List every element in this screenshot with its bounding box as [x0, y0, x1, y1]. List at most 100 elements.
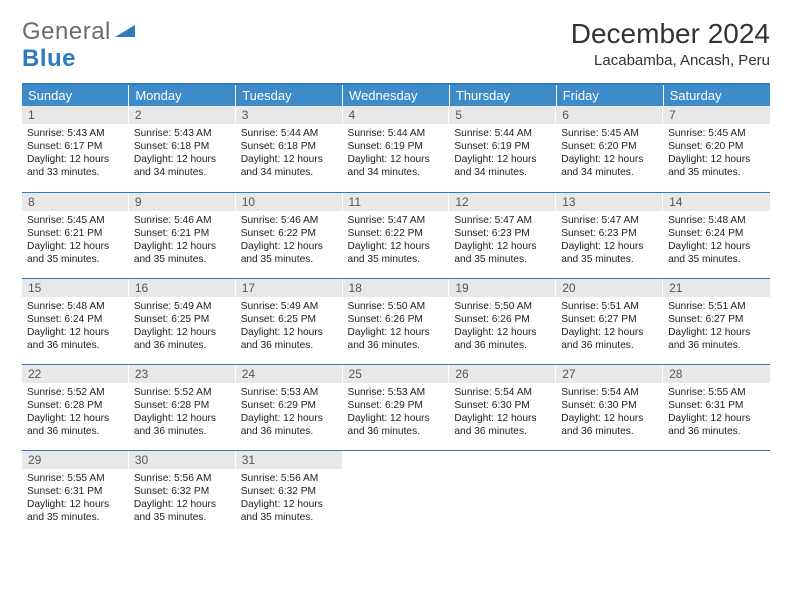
day-number: 21 — [663, 279, 770, 297]
day-details: Sunrise: 5:52 AMSunset: 6:28 PMDaylight:… — [129, 383, 236, 442]
day-number: 3 — [236, 106, 343, 124]
page-title: December 2024 — [571, 18, 770, 50]
calendar-cell: 11Sunrise: 5:47 AMSunset: 6:22 PMDayligh… — [343, 192, 450, 278]
day-number: 10 — [236, 193, 343, 211]
sunrise-label: Sunrise: — [348, 128, 385, 139]
sunrise-label: Sunrise: — [27, 128, 64, 139]
daylight-label: Daylight: — [561, 327, 601, 338]
weekday-header-row: Sunday Monday Tuesday Wednesday Thursday… — [22, 85, 770, 106]
calendar-cell: 26Sunrise: 5:54 AMSunset: 6:30 PMDayligh… — [449, 364, 556, 450]
sunset-label: Sunset: — [668, 141, 703, 152]
daylight-label: Daylight: — [241, 154, 281, 165]
calendar-cell: 28Sunrise: 5:55 AMSunset: 6:31 PMDayligh… — [663, 364, 770, 450]
sunset-value: 6:32 PM — [278, 486, 316, 497]
sunset-value: 6:18 PM — [171, 141, 209, 152]
day-details: Sunrise: 5:49 AMSunset: 6:25 PMDaylight:… — [129, 297, 236, 356]
day-details: Sunrise: 5:51 AMSunset: 6:27 PMDaylight:… — [663, 297, 770, 356]
weekday-wednesday: Wednesday — [343, 85, 450, 106]
sunrise-label: Sunrise: — [27, 387, 64, 398]
logo-text-gray: General — [22, 18, 111, 46]
day-details: Sunrise: 5:43 AMSunset: 6:18 PMDaylight:… — [129, 124, 236, 183]
sunrise-value: 5:45 AM — [708, 128, 745, 139]
title-block: December 2024 Lacabamba, Ancash, Peru — [571, 18, 770, 69]
calendar-cell: 10Sunrise: 5:46 AMSunset: 6:22 PMDayligh… — [236, 192, 343, 278]
daylight-label: Daylight: — [561, 241, 601, 252]
sunrise-label: Sunrise: — [561, 128, 598, 139]
sunrise-value: 5:49 AM — [281, 301, 318, 312]
sunrise-label: Sunrise: — [241, 387, 278, 398]
sunrise-value: 5:54 AM — [601, 387, 638, 398]
daylight-label: Daylight: — [134, 241, 174, 252]
sunset-value: 6:23 PM — [599, 228, 637, 239]
sunset-value: 6:31 PM — [705, 400, 743, 411]
sunset-label: Sunset: — [134, 314, 169, 325]
calendar-cell: 20Sunrise: 5:51 AMSunset: 6:27 PMDayligh… — [556, 278, 663, 364]
daylight-label: Daylight: — [134, 154, 174, 165]
sunset-value: 6:19 PM — [492, 141, 530, 152]
daylight-label: Daylight: — [348, 327, 388, 338]
day-number: 1 — [22, 106, 129, 124]
calendar-cell: 6Sunrise: 5:45 AMSunset: 6:20 PMDaylight… — [556, 106, 663, 192]
logo: General — [22, 18, 137, 46]
sunrise-label: Sunrise: — [561, 387, 598, 398]
sunset-value: 6:18 PM — [278, 141, 316, 152]
sunset-value: 6:17 PM — [64, 141, 102, 152]
sunrise-label: Sunrise: — [668, 301, 705, 312]
calendar-cell: 8Sunrise: 5:45 AMSunset: 6:21 PMDaylight… — [22, 192, 129, 278]
sunrise-label: Sunrise: — [561, 215, 598, 226]
calendar-cell: 3Sunrise: 5:44 AMSunset: 6:18 PMDaylight… — [236, 106, 343, 192]
daylight-label: Daylight: — [348, 241, 388, 252]
weekday-thursday: Thursday — [449, 85, 556, 106]
sunset-label: Sunset: — [241, 141, 276, 152]
sunset-label: Sunset: — [561, 314, 596, 325]
daylight-label: Daylight: — [561, 413, 601, 424]
daylight-label: Daylight: — [134, 499, 174, 510]
sunset-label: Sunset: — [27, 486, 62, 497]
daylight-label: Daylight: — [27, 154, 67, 165]
calendar-cell: 29Sunrise: 5:55 AMSunset: 6:31 PMDayligh… — [22, 450, 129, 536]
day-details: Sunrise: 5:56 AMSunset: 6:32 PMDaylight:… — [129, 469, 236, 528]
sunset-value: 6:25 PM — [278, 314, 316, 325]
calendar-cell: 13Sunrise: 5:47 AMSunset: 6:23 PMDayligh… — [556, 192, 663, 278]
sunset-label: Sunset: — [454, 228, 489, 239]
sunrise-value: 5:47 AM — [495, 215, 532, 226]
day-details: Sunrise: 5:52 AMSunset: 6:28 PMDaylight:… — [22, 383, 129, 442]
sunset-value: 6:29 PM — [278, 400, 316, 411]
logo-triangle-icon — [115, 18, 135, 46]
day-number: 17 — [236, 279, 343, 297]
calendar-cell: 22Sunrise: 5:52 AMSunset: 6:28 PMDayligh… — [22, 364, 129, 450]
calendar-cell: 30Sunrise: 5:56 AMSunset: 6:32 PMDayligh… — [129, 450, 236, 536]
calendar-cell: 2Sunrise: 5:43 AMSunset: 6:18 PMDaylight… — [129, 106, 236, 192]
sunrise-value: 5:44 AM — [495, 128, 532, 139]
sunrise-value: 5:51 AM — [708, 301, 745, 312]
day-number: 31 — [236, 451, 343, 469]
sunset-label: Sunset: — [241, 486, 276, 497]
calendar-cell: 15Sunrise: 5:48 AMSunset: 6:24 PMDayligh… — [22, 278, 129, 364]
sunset-value: 6:21 PM — [171, 228, 209, 239]
calendar-page: General December 2024 Lacabamba, Ancash,… — [0, 0, 792, 546]
sunset-label: Sunset: — [134, 141, 169, 152]
sunrise-value: 5:43 AM — [67, 128, 104, 139]
sunset-value: 6:25 PM — [171, 314, 209, 325]
sunrise-label: Sunrise: — [668, 387, 705, 398]
day-details: Sunrise: 5:47 AMSunset: 6:22 PMDaylight:… — [343, 211, 450, 270]
sunrise-label: Sunrise: — [561, 301, 598, 312]
sunset-value: 6:24 PM — [64, 314, 102, 325]
day-number: 16 — [129, 279, 236, 297]
sunrise-value: 5:51 AM — [601, 301, 638, 312]
sunset-label: Sunset: — [27, 141, 62, 152]
day-number: 13 — [556, 193, 663, 211]
daylight-label: Daylight: — [454, 241, 494, 252]
day-details: Sunrise: 5:50 AMSunset: 6:26 PMDaylight:… — [449, 297, 556, 356]
calendar-row: 1 Sunrise: 5:43 AM Sunset: 6:17 PM Daylight… — [22, 106, 770, 192]
day-number: 5 — [449, 106, 556, 124]
day-number: 22 — [22, 365, 129, 383]
location: Lacabamba, Ancash, Peru — [571, 52, 770, 69]
calendar-cell: 1 Sunrise: 5:43 AM Sunset: 6:17 PM Daylight… — [22, 106, 129, 192]
day-number: 12 — [449, 193, 556, 211]
sunset-value: 6:26 PM — [492, 314, 530, 325]
daylight-label: Daylight: — [241, 327, 281, 338]
calendar-cell: .. — [556, 450, 663, 536]
calendar-cell: 9Sunrise: 5:46 AMSunset: 6:21 PMDaylight… — [129, 192, 236, 278]
day-number: 25 — [343, 365, 450, 383]
